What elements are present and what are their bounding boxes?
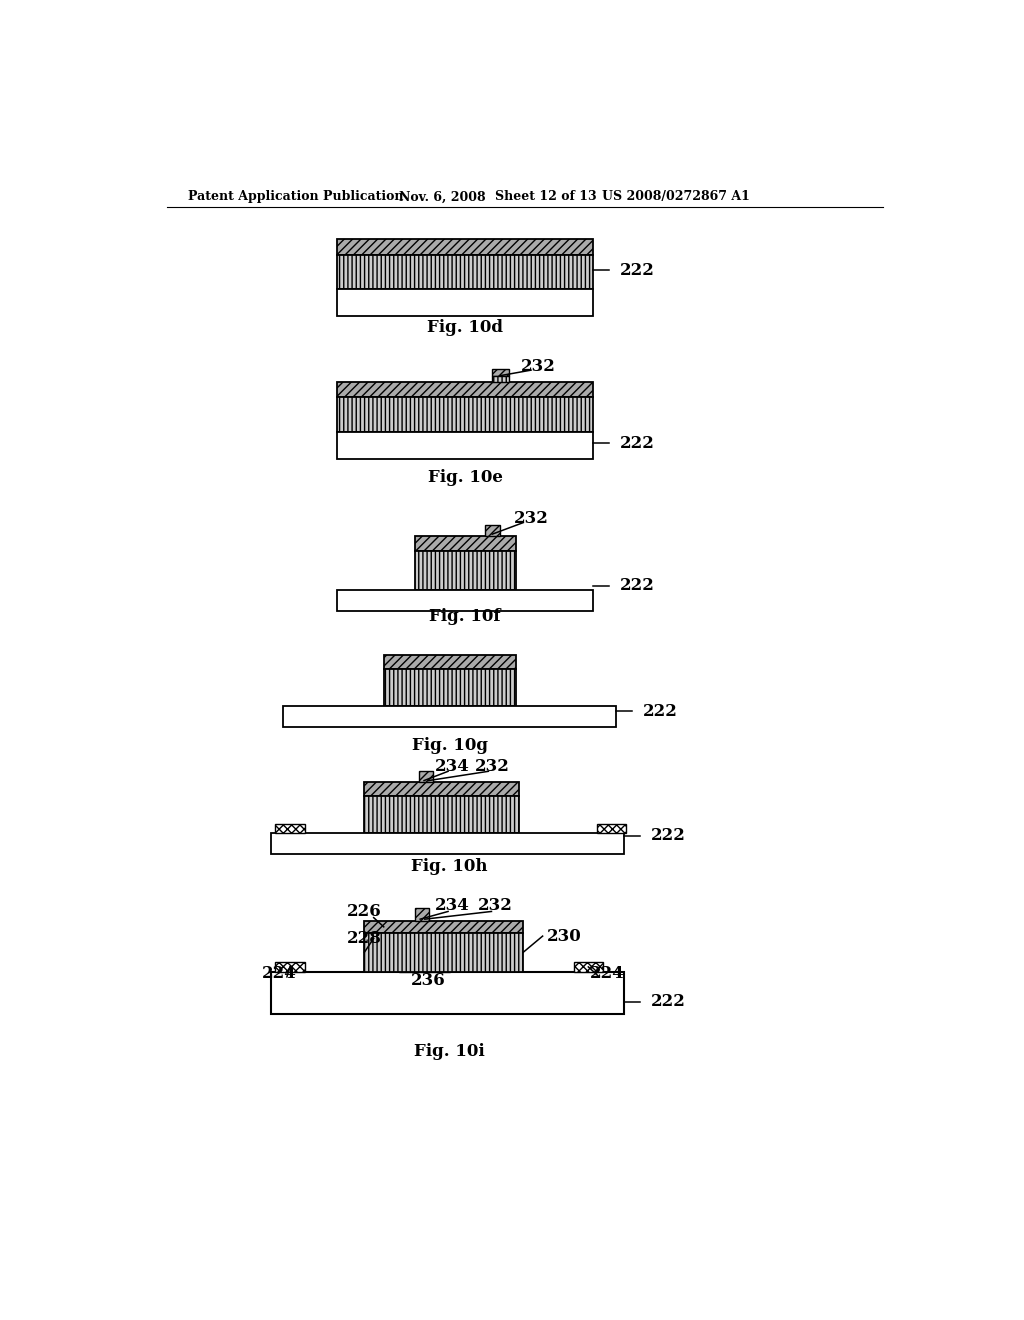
Text: Patent Application Publication: Patent Application Publication	[188, 190, 403, 203]
Bar	[597, 824, 627, 833]
Text: 222: 222	[651, 993, 686, 1010]
Bar	[337, 289, 593, 317]
Text: Sheet 12 of 13: Sheet 12 of 13	[496, 190, 597, 203]
Text: 234: 234	[434, 896, 469, 913]
Bar	[275, 824, 305, 833]
Bar	[365, 921, 523, 933]
Bar	[271, 833, 624, 854]
Bar	[493, 376, 509, 381]
Text: 232: 232	[521, 358, 556, 375]
Bar	[415, 552, 515, 590]
Bar	[399, 956, 450, 972]
Text: Fig. 10g: Fig. 10g	[412, 738, 487, 755]
Text: Nov. 6, 2008: Nov. 6, 2008	[399, 190, 485, 203]
Text: Fig. 10i: Fig. 10i	[415, 1043, 485, 1060]
Text: 232: 232	[475, 758, 510, 775]
Bar	[337, 397, 593, 432]
Bar	[275, 962, 305, 972]
Text: Fig. 10e: Fig. 10e	[428, 470, 503, 487]
Text: 232: 232	[478, 896, 513, 913]
Bar	[415, 536, 515, 552]
Bar	[493, 370, 509, 376]
Text: 224: 224	[590, 965, 625, 982]
Bar	[365, 933, 523, 972]
Text: 222: 222	[651, 828, 686, 845]
Text: 226: 226	[347, 903, 382, 920]
Text: 224: 224	[262, 965, 297, 982]
Text: Fig. 10d: Fig. 10d	[427, 319, 503, 337]
Text: 222: 222	[621, 434, 655, 451]
Text: Fig. 10f: Fig. 10f	[429, 609, 501, 626]
Bar	[415, 908, 429, 921]
Bar	[419, 771, 432, 781]
Bar	[337, 432, 593, 459]
Bar	[384, 669, 515, 706]
Bar	[283, 706, 616, 727]
Bar	[384, 655, 515, 669]
Text: 236: 236	[412, 973, 446, 989]
Bar	[573, 962, 603, 972]
Bar	[337, 239, 593, 255]
Text: 222: 222	[621, 577, 655, 594]
Bar	[337, 590, 593, 611]
Bar	[337, 255, 593, 289]
Text: 232: 232	[514, 511, 549, 527]
Bar	[365, 796, 519, 833]
Bar	[484, 525, 500, 536]
Text: 228: 228	[347, 929, 382, 946]
Text: 234: 234	[434, 758, 469, 775]
Bar	[271, 972, 624, 1014]
Text: 222: 222	[643, 702, 678, 719]
Bar	[365, 781, 519, 796]
Bar	[337, 381, 593, 397]
Text: 230: 230	[547, 928, 582, 945]
Text: Fig. 10h: Fig. 10h	[412, 858, 487, 875]
Text: US 2008/0272867 A1: US 2008/0272867 A1	[602, 190, 751, 203]
Text: 222: 222	[621, 261, 655, 279]
